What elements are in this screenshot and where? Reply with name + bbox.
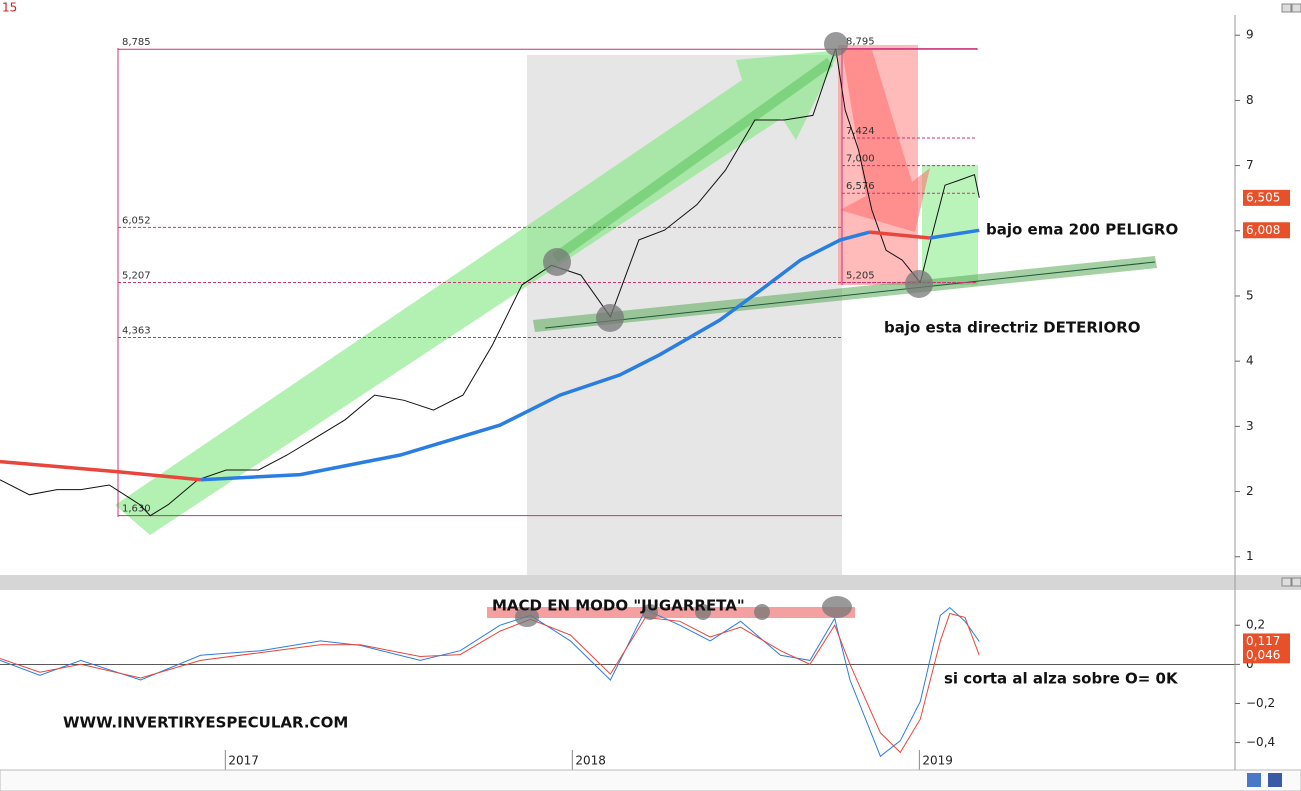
last-value-label: 6,505 <box>1246 190 1280 204</box>
trend-arrow <box>840 50 930 232</box>
series-line <box>929 228 980 240</box>
year-tick-label: 2019 <box>922 754 953 768</box>
trendline-band <box>533 256 1157 332</box>
marker <box>754 604 770 620</box>
series-line <box>0 606 980 758</box>
series-line <box>200 230 871 482</box>
y-tick-label: 8 <box>1246 93 1254 107</box>
annotation: MACD EN MODO "JUGARRETA" <box>492 597 745 615</box>
annotation: bajo esta directriz DETERIORO <box>884 319 1141 337</box>
marker <box>695 604 711 620</box>
marker <box>822 596 852 618</box>
y-tick-label: −0,4 <box>1246 735 1275 749</box>
header-fragment: 15 <box>2 1 17 15</box>
level-label: 6,052 <box>122 215 151 226</box>
window-button[interactable] <box>1281 577 1292 587</box>
markers <box>515 32 933 627</box>
marker <box>905 270 933 298</box>
last-value-box <box>1243 189 1290 206</box>
y-tick-label: 1 <box>1246 549 1254 563</box>
y-tick-label: 3 <box>1246 419 1254 433</box>
trend-arrow <box>552 57 833 263</box>
window-button[interactable] <box>1281 3 1292 13</box>
level-label: 5,207 <box>122 270 151 281</box>
toolbar-icon[interactable] <box>1268 773 1282 787</box>
trend-arrow <box>115 50 840 535</box>
y-tick-label: 0 <box>1246 657 1254 671</box>
year-tick-label: 2017 <box>228 754 259 768</box>
marker <box>824 32 848 56</box>
annotation: bajo ema 200 PELIGRO <box>986 221 1178 239</box>
window-button[interactable] <box>1291 577 1301 587</box>
level-label: 8,795 <box>846 37 875 48</box>
x-axis-bar <box>0 769 1301 791</box>
highlight-zone <box>922 165 978 285</box>
level-label: 8,785 <box>122 37 151 48</box>
series-line <box>0 612 980 754</box>
y-tick-label: 2 <box>1246 484 1254 498</box>
last-value-box <box>1243 222 1290 239</box>
panel-divider <box>0 575 1301 590</box>
marker <box>515 607 539 627</box>
annotation: WWW.INVERTIRYESPECULAR.COM <box>63 714 348 732</box>
last-value-box <box>1243 647 1290 664</box>
level-label: 6,576 <box>846 181 875 192</box>
level-label: 7,424 <box>846 126 875 137</box>
toolbar-icon[interactable] <box>1247 773 1261 787</box>
window-button[interactable] <box>1291 3 1301 13</box>
annotation: si corta al alza sobre O= 0K <box>944 670 1179 688</box>
level-label: 5,205 <box>846 271 875 282</box>
last-value-label: 0,117 <box>1246 634 1280 648</box>
marker <box>596 304 624 332</box>
highlight-bar <box>487 607 855 618</box>
marker <box>642 604 658 620</box>
level-label: 4,363 <box>122 326 151 337</box>
background <box>115 45 1157 618</box>
series-line <box>869 230 930 240</box>
last-value-label: 0,046 <box>1246 648 1280 662</box>
y-tick-label: 9 <box>1246 28 1254 42</box>
last-value-label: 6,008 <box>1246 223 1280 237</box>
y-tick-label: 0,2 <box>1246 618 1265 632</box>
y-tick-label: 5 <box>1246 288 1254 302</box>
year-tick-label: 2018 <box>575 754 606 768</box>
level-label: 1,630 <box>122 504 151 515</box>
trendline <box>544 261 1156 329</box>
y-tick-label: 4 <box>1246 354 1254 368</box>
y-tick-label: −0,2 <box>1246 696 1275 710</box>
series-line <box>0 459 201 482</box>
last-value-box <box>1243 633 1290 650</box>
marker <box>543 248 571 276</box>
y-tick-label: 7 <box>1246 158 1254 172</box>
